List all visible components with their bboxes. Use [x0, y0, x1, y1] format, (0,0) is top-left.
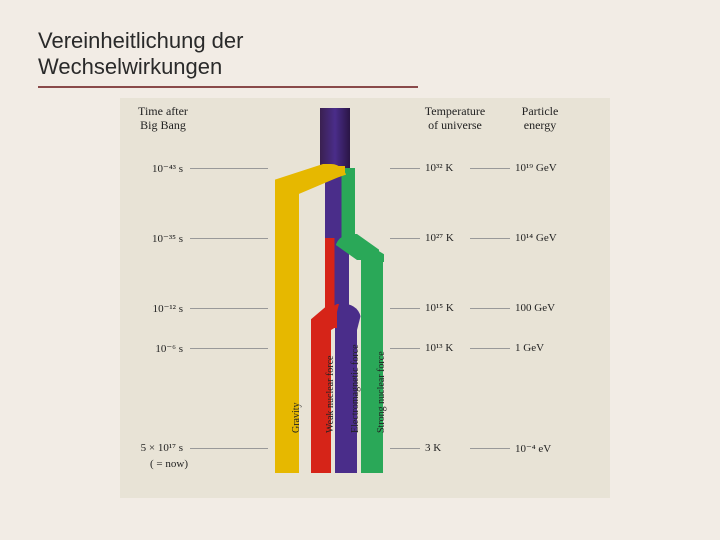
hline-left-3 — [190, 348, 268, 349]
unified-trunk — [320, 108, 350, 168]
time-1: 10⁻³⁵ s — [128, 232, 183, 245]
hline-right-2 — [470, 308, 510, 309]
hline-right-4 — [470, 448, 510, 449]
hline-right-3 — [470, 348, 510, 349]
temp-2: 10¹⁵ K — [425, 302, 454, 314]
hline-right-0 — [470, 168, 510, 169]
now-label: ( = now) — [128, 458, 188, 470]
time-0: 10⁻⁴³ s — [128, 162, 183, 175]
temp-4: 3 K — [425, 442, 441, 454]
force-label-3: Strong nuclear force — [376, 351, 387, 433]
energy-header: Particleenergy — [510, 104, 570, 133]
hline-left-0 — [190, 168, 268, 169]
time-header: Time afterBig Bang — [128, 104, 198, 133]
hline-right-1 — [470, 238, 510, 239]
temp-0: 10³² K — [425, 162, 453, 174]
hline-mid-4 — [390, 448, 420, 449]
force-label-0: Gravity — [291, 402, 302, 433]
hline-mid-1 — [390, 238, 420, 239]
energy-0: 10¹⁹ GeV — [515, 162, 557, 174]
hline-left-1 — [190, 238, 268, 239]
temp-3: 10¹³ K — [425, 342, 453, 354]
force-label-2: Electromagnetic force — [350, 344, 361, 433]
hline-mid-2 — [390, 308, 420, 309]
temp-1: 10²⁷ K — [425, 232, 454, 244]
energy-4: 10⁻⁴ eV — [515, 442, 551, 455]
hline-left-4 — [190, 448, 268, 449]
time-3: 10⁻⁶ s — [128, 342, 183, 355]
energy-1: 10¹⁴ GeV — [515, 232, 557, 244]
weak-curve — [311, 306, 337, 328]
time-4: 5 × 10¹⁷ s — [128, 442, 183, 454]
force-label-1: Weak nuclear force — [325, 356, 336, 433]
energy-3: 1 GeV — [515, 342, 544, 354]
hline-mid-0 — [390, 168, 420, 169]
energy-2: 100 GeV — [515, 302, 555, 314]
temp-header: Temperatureof universe — [415, 104, 495, 133]
force-connector-2 — [335, 304, 361, 330]
hline-mid-3 — [390, 348, 420, 349]
unification-diagram: Time afterBig Bang Temperatureof universe… — [120, 98, 610, 498]
time-2: 10⁻¹² s — [128, 302, 183, 315]
page-title: Vereinheitlichung der Wechselwirkungen — [38, 28, 418, 88]
hline-left-2 — [190, 308, 268, 309]
